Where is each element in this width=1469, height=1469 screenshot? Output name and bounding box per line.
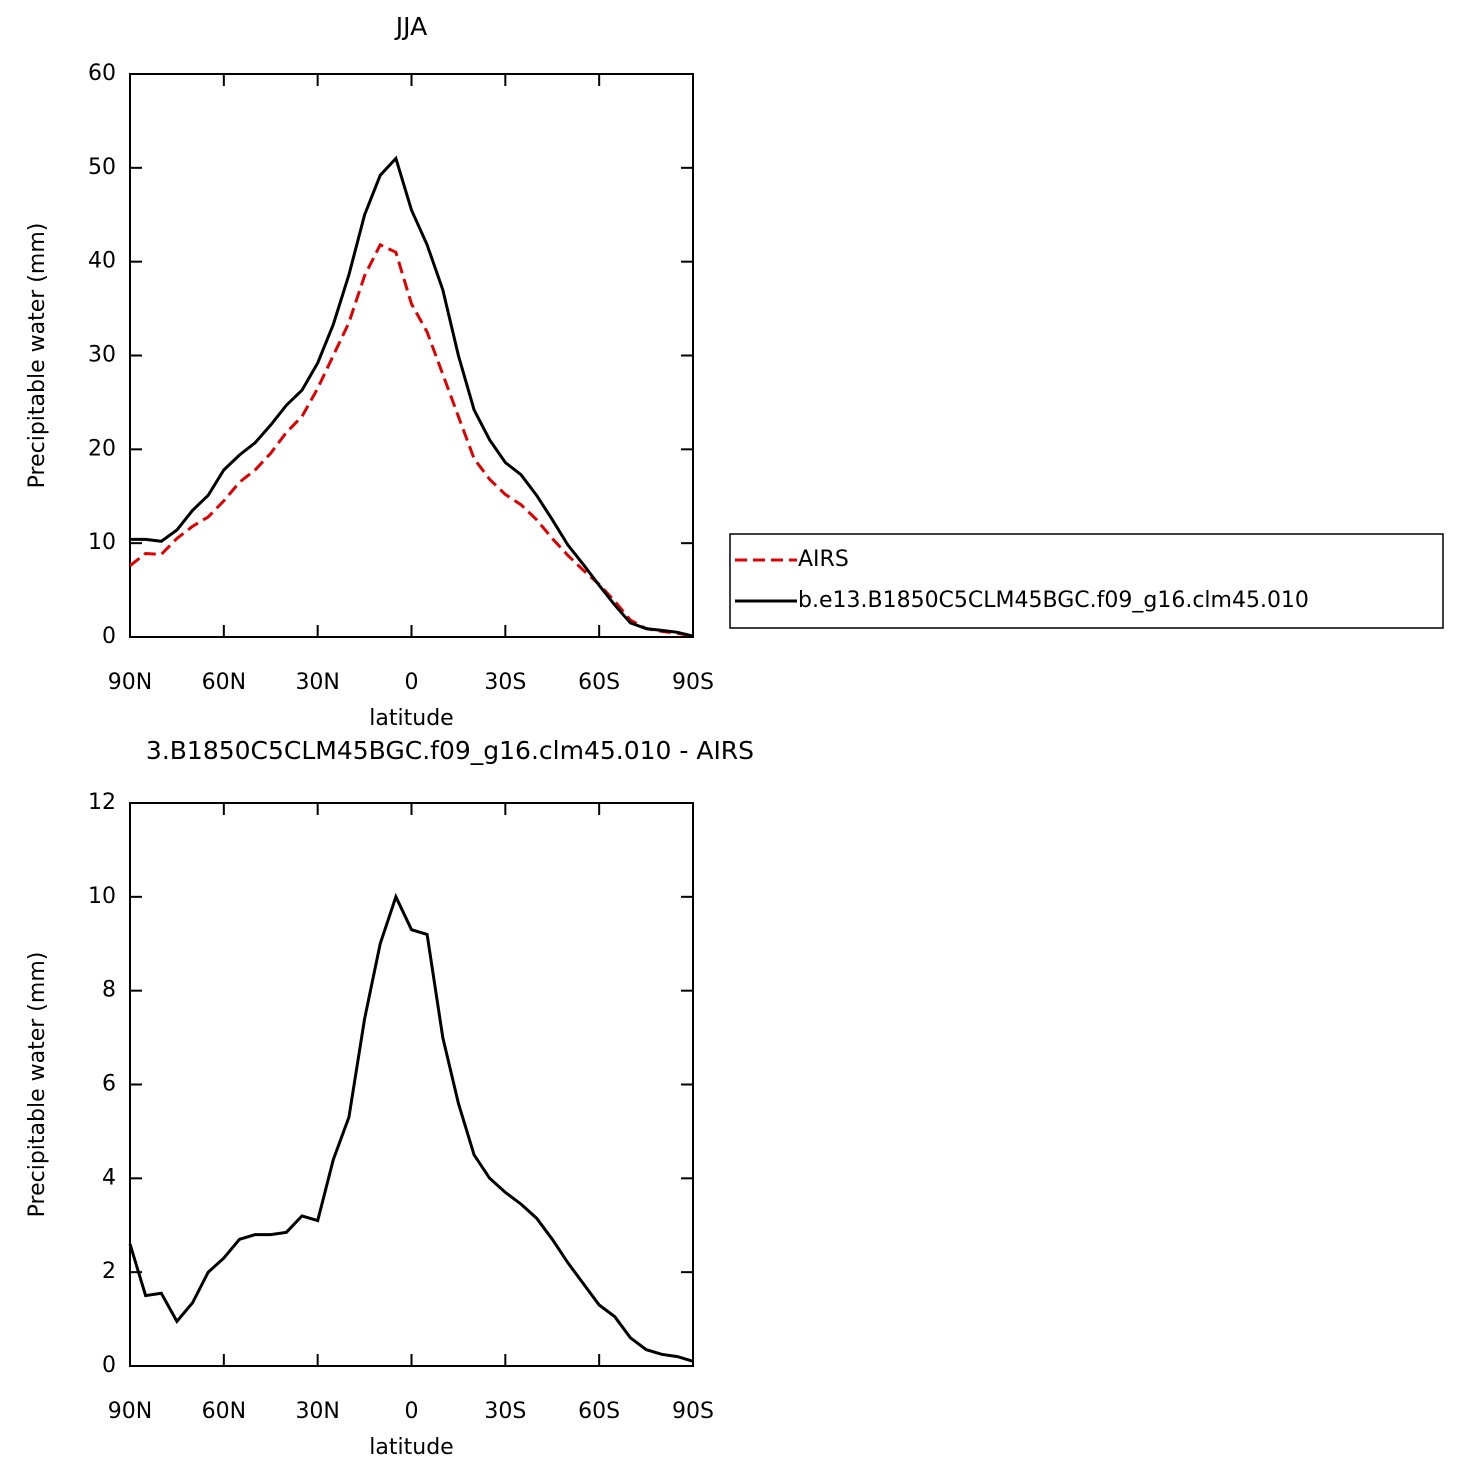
x-tick-label: 0 <box>405 1399 419 1424</box>
y-tick-label: 40 <box>88 249 116 274</box>
plot-frame <box>129 802 694 1367</box>
data-line <box>130 155 694 638</box>
y-tick-label: 60 <box>88 61 116 86</box>
y-tick-label: 0 <box>102 1353 116 1378</box>
x-tick-label: 60N <box>202 670 246 695</box>
x-tick-label: 30N <box>295 1399 339 1424</box>
y-tick-label: 0 <box>102 624 116 649</box>
y-tick-label: 10 <box>88 884 116 909</box>
data-line <box>129 242 694 638</box>
y-axis-label: Precipitable water (mm) <box>25 223 50 489</box>
x-tick-label: 30N <box>295 670 339 695</box>
y-tick-label: 12 <box>88 790 116 815</box>
x-tick-label: 90S <box>672 670 714 695</box>
x-tick-label: 0 <box>405 670 419 695</box>
y-axis-label: Precipitable water (mm) <box>25 952 50 1218</box>
y-tick-label: 2 <box>102 1259 116 1284</box>
y-tick-label: 50 <box>88 155 116 180</box>
y-tick-label: 30 <box>88 343 116 368</box>
y-tick-label: 8 <box>102 978 116 1003</box>
x-tick-label: 90S <box>672 1399 714 1424</box>
x-tick-label: 60S <box>578 1399 620 1424</box>
x-axis-label: latitude <box>369 1435 453 1460</box>
chart-title: 3.B1850C5CLM45BGC.f09_g16.clm45.010 - AI… <box>146 736 754 765</box>
x-axis-label: latitude <box>369 706 453 731</box>
x-tick-label: 90N <box>108 1399 152 1424</box>
x-tick-label: 60S <box>578 670 620 695</box>
y-tick-label: 6 <box>102 1072 116 1097</box>
chart-title: JJA <box>394 12 427 41</box>
y-tick-label: 20 <box>88 436 116 461</box>
y-tick-label: 4 <box>102 1165 116 1190</box>
data-line <box>128 892 694 1363</box>
x-tick-label: 30S <box>484 1399 526 1424</box>
legend-box <box>729 533 1444 629</box>
x-tick-label: 60N <box>202 1399 246 1424</box>
plot-frame <box>129 73 694 638</box>
legend-label: AIRS <box>798 547 849 572</box>
y-tick-label: 10 <box>88 530 116 555</box>
legend-label: b.e13.B1850C5CLM45BGC.f09_g16.clm45.010 <box>798 588 1309 613</box>
x-tick-label: 30S <box>484 670 526 695</box>
x-tick-label: 90N <box>108 670 152 695</box>
